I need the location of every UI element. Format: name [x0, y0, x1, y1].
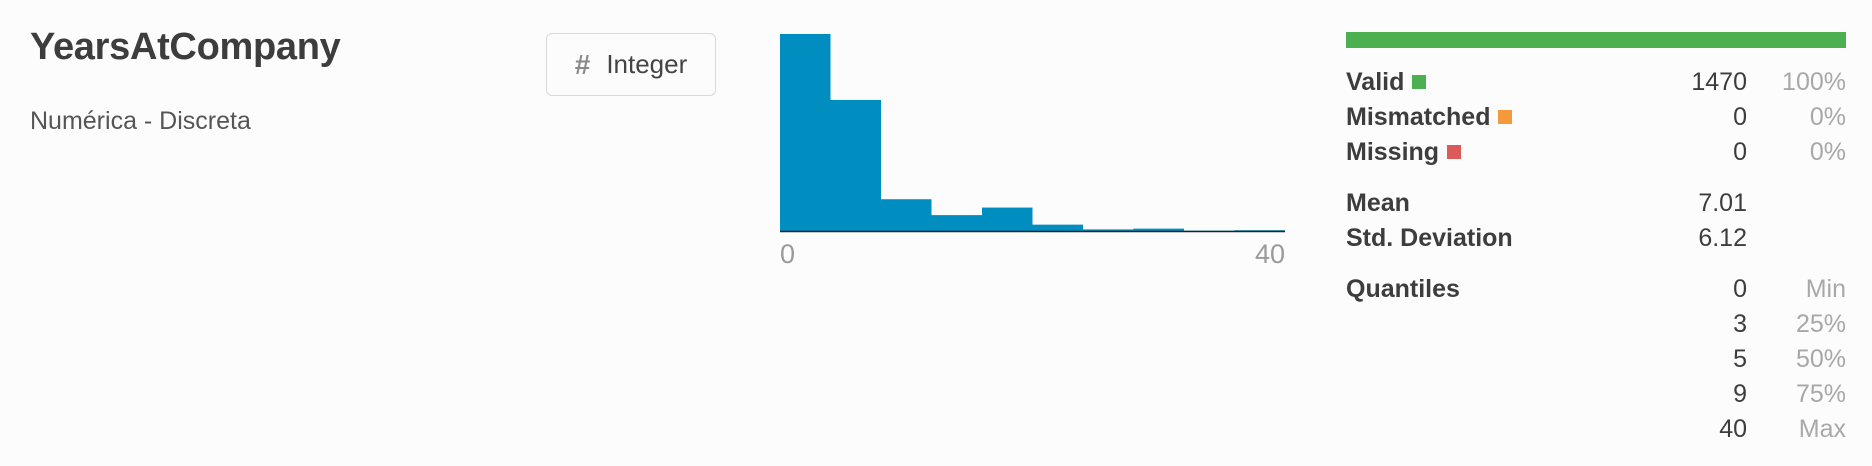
x-tick-label-min: 0 [780, 239, 795, 269]
missing-label: Missing [1346, 138, 1440, 166]
histogram-bar[interactable] [1234, 230, 1286, 231]
mean-value: 7.01 [1698, 189, 1747, 217]
quantile-name: 50% [1795, 345, 1846, 373]
quantile-row-75: 9 75% [1346, 380, 1846, 415]
mean-label: Mean [1346, 189, 1410, 217]
mismatched-count: 0 [1733, 103, 1747, 131]
column-title: YearsAtCompany [30, 26, 341, 68]
histogram-bar[interactable] [1083, 229, 1134, 231]
quantile-row-min: Quantiles 0 Min [1346, 275, 1846, 310]
mismatched-percent: 0% [1809, 103, 1846, 131]
quantile-name: 75% [1795, 380, 1846, 408]
valid-count: 1470 [1691, 68, 1747, 96]
quantile-row-25: 3 25% [1346, 310, 1846, 345]
std-row: Std. Deviation 6.12 [1346, 224, 1846, 259]
missing-percent: 0% [1809, 138, 1846, 166]
histogram-bar[interactable] [1032, 224, 1084, 231]
histogram-bar[interactable] [931, 215, 983, 231]
valid-row: Valid 1470 100% [1346, 68, 1846, 103]
hash-icon: # [574, 48, 591, 80]
quantile-name: Min [1805, 275, 1846, 303]
mismatched-row: Mismatched 0 0% [1346, 103, 1846, 138]
histogram-bar[interactable] [1133, 228, 1185, 231]
histogram-bar[interactable] [780, 34, 831, 231]
std-value: 6.12 [1698, 224, 1747, 252]
quantile-value: 3 [1733, 310, 1747, 338]
type-label: Integer [606, 49, 688, 79]
missing-swatch [1447, 145, 1462, 159]
quantiles-label: Quantiles [1346, 275, 1460, 303]
quantile-value: 40 [1719, 415, 1747, 443]
column-subtitle: Numérica - Discreta [30, 107, 251, 135]
stats-panel: Valid 1470 100% Mismatched 0 0% Missing … [1346, 32, 1846, 450]
quantile-name: Max [1798, 415, 1846, 443]
quantile-value: 9 [1733, 380, 1747, 408]
x-tick-label-max: 40 [1255, 239, 1285, 269]
histogram-bar[interactable] [982, 207, 1033, 231]
histogram-svg: 0 40 [780, 34, 1286, 269]
valid-label: Valid [1346, 68, 1405, 96]
column-header: YearsAtCompany Numérica - Discreta [30, 26, 341, 136]
missing-row: Missing 0 0% [1346, 138, 1846, 173]
quantile-value: 5 [1733, 345, 1747, 373]
histogram-bar[interactable] [881, 199, 932, 231]
quantile-row-50: 5 50% [1346, 345, 1846, 380]
histogram-bar[interactable] [830, 99, 882, 231]
quantile-value: 0 [1733, 275, 1747, 303]
std-label: Std. Deviation [1346, 224, 1513, 252]
type-badge[interactable]: # Integer [546, 33, 716, 96]
quantile-name: 25% [1795, 310, 1846, 338]
mismatched-swatch [1498, 110, 1513, 124]
missing-count: 0 [1733, 138, 1747, 166]
mismatched-label: Mismatched [1346, 103, 1491, 131]
mean-row: Mean 7.01 [1346, 189, 1846, 224]
histogram: 0 40 [780, 30, 1285, 275]
valid-percent: 100% [1782, 68, 1846, 96]
valid-bar [1346, 32, 1846, 48]
valid-swatch [1412, 75, 1427, 89]
quantile-row-max: 40 Max [1346, 415, 1846, 450]
